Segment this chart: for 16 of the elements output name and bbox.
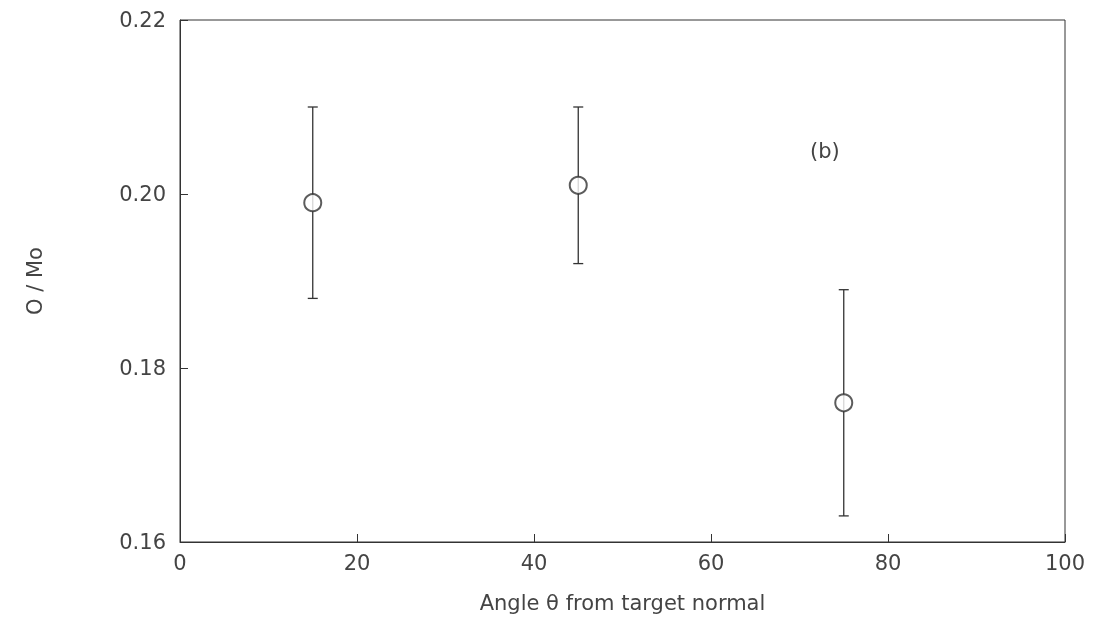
point [303, 193, 323, 213]
point [834, 393, 854, 413]
point [568, 175, 588, 195]
x-tick-label: 80 [874, 550, 902, 575]
x-tick-label: 20 [343, 550, 371, 575]
x-axis-title: Angle θ from target normal [479, 590, 766, 615]
y-tick-label: 0.20 [119, 182, 166, 206]
y-tick-label: 0.22 [119, 8, 166, 32]
y-axis-title: O / Mo [22, 247, 47, 315]
y-tick-label: 0.16 [119, 530, 166, 554]
x-tick-label: 60 [697, 550, 725, 575]
x-tick-label: 0 [173, 550, 187, 575]
annotation: (b) [810, 138, 840, 163]
x-tick-label: 100 [1044, 550, 1086, 575]
x-tick-label: 40 [520, 550, 548, 575]
y-tick-label: 0.18 [119, 356, 166, 380]
